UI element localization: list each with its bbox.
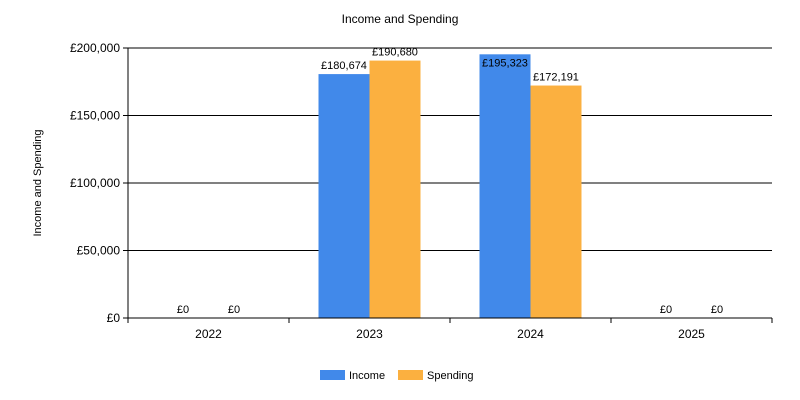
legend-swatch-income [320, 370, 345, 380]
y-tick-label-4: £200,000 [70, 41, 120, 55]
plot-area: £0 £50,000 £100,000 £150,000 £200,000 £0 £0 £18… [70, 41, 773, 341]
data-label-spending-2024: £172,191 [533, 72, 579, 84]
y-tick-label-1: £50,000 [77, 244, 121, 258]
y-axis-label: Income and Spending [32, 129, 44, 236]
bar-spending-2024 [530, 85, 582, 319]
legend-swatch-spending [398, 370, 423, 380]
x-tick-label-2022: 2022 [195, 327, 222, 341]
legend-label-spending: Spending [427, 370, 474, 382]
data-label-income-2022: £0 [177, 304, 189, 316]
y-tick-label-3: £150,000 [70, 109, 120, 123]
data-label-spending-2023: £190,680 [372, 47, 418, 59]
x-tick-label-2025: 2025 [678, 327, 705, 341]
legend-label-income: Income [349, 370, 385, 382]
bar-income-2023 [318, 74, 370, 318]
data-label-spending-2025: £0 [711, 304, 723, 316]
chart-title: Income and Spending [342, 12, 459, 26]
bar-income-2024 [479, 54, 531, 318]
legend: Income Spending [320, 370, 474, 382]
bar-spending-2023 [369, 60, 421, 318]
data-label-income-2023: £180,674 [321, 60, 367, 72]
x-tick-label-2023: 2023 [356, 327, 383, 341]
data-label-spending-2022: £0 [228, 304, 240, 316]
data-label-income-2024: £195,323 [482, 57, 528, 69]
y-tick-label-0: £0 [107, 311, 121, 325]
data-label-income-2025: £0 [660, 304, 672, 316]
y-tick-label-2: £100,000 [70, 176, 120, 190]
x-tick-label-2024: 2024 [517, 327, 544, 341]
